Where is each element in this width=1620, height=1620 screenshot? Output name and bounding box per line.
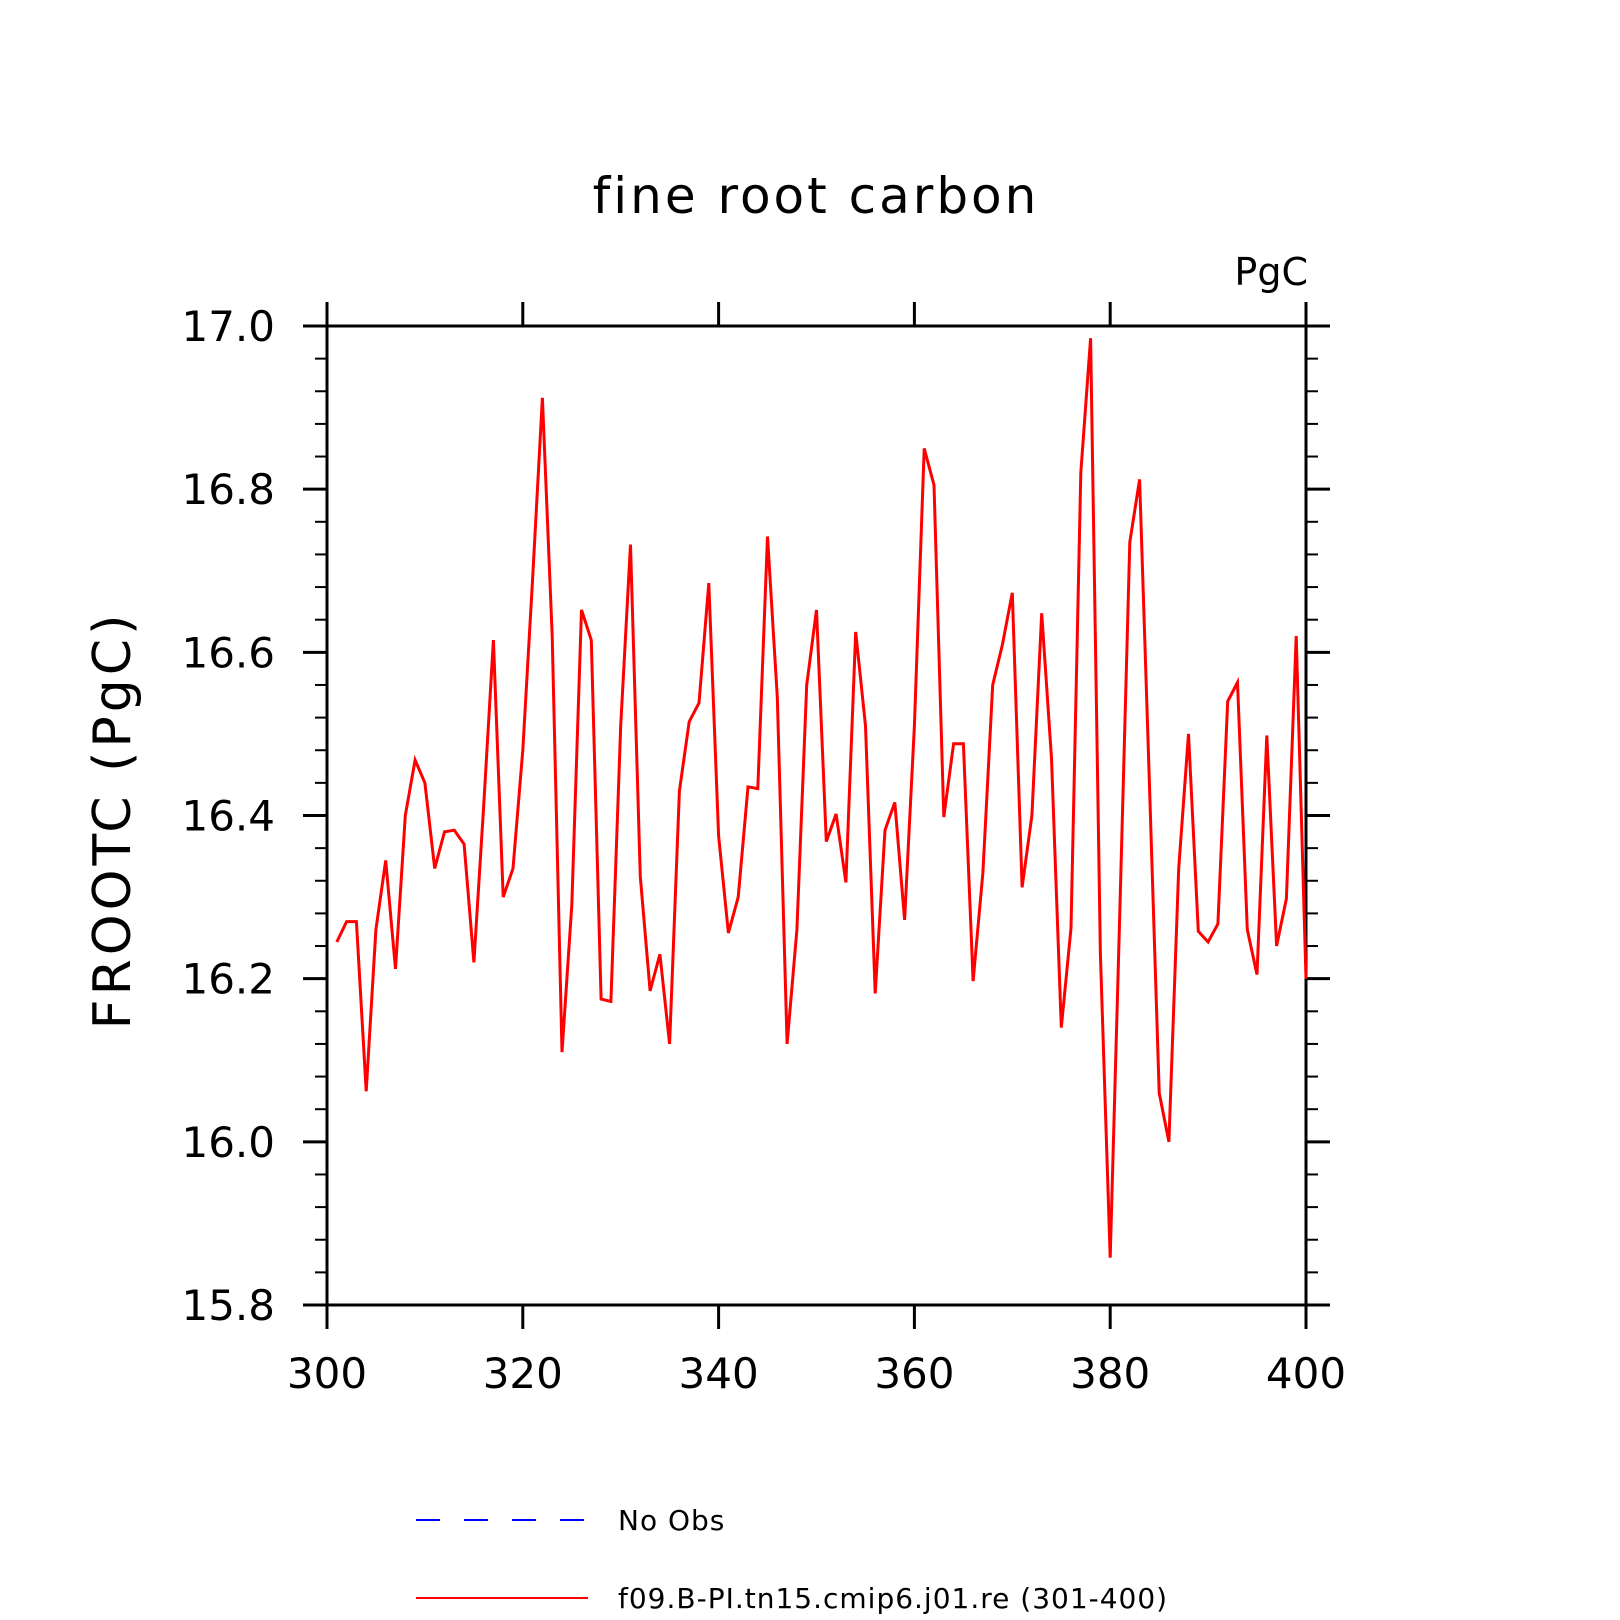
y-tick-labels: 15.8 16.0 16.2 16.4 16.6 16.8 17.0: [181, 302, 275, 1330]
y-tick-label: 15.8: [181, 1281, 275, 1330]
y-tick-label: 16.4: [181, 792, 275, 841]
y-tick-label: 16.6: [181, 628, 275, 677]
axis-ticks: [303, 302, 1330, 1329]
x-tick-label: 380: [1070, 1349, 1150, 1398]
legend-label-no-obs: No Obs: [618, 1504, 725, 1537]
y-tick-label: 16.0: [181, 1118, 275, 1167]
x-tick-label: 360: [874, 1349, 954, 1398]
legend: No Obs f09.B-PI.tn15.cmip6.j01.re (301-4…: [416, 1504, 1168, 1615]
y-axis-label: FROOTC (PgC): [83, 611, 143, 1030]
legend-label-model: f09.B-PI.tn15.cmip6.j01.re (301-400): [618, 1582, 1168, 1615]
y-tick-label: 16.2: [181, 955, 275, 1004]
y-tick-label: 16.8: [181, 465, 275, 514]
y-tick-label: 17.0: [181, 302, 275, 351]
units-label: PgC: [1234, 250, 1308, 294]
x-tick-labels: 300 320 340 360 380 400: [287, 1349, 1346, 1398]
x-tick-label: 320: [483, 1349, 563, 1398]
x-tick-label: 300: [287, 1349, 367, 1398]
chart-title: fine root carbon: [593, 167, 1040, 225]
series-line-model: [335, 338, 1308, 1258]
x-tick-label: 400: [1266, 1349, 1346, 1398]
plot-frame: [325, 324, 1308, 1307]
x-tick-label: 340: [679, 1349, 759, 1398]
